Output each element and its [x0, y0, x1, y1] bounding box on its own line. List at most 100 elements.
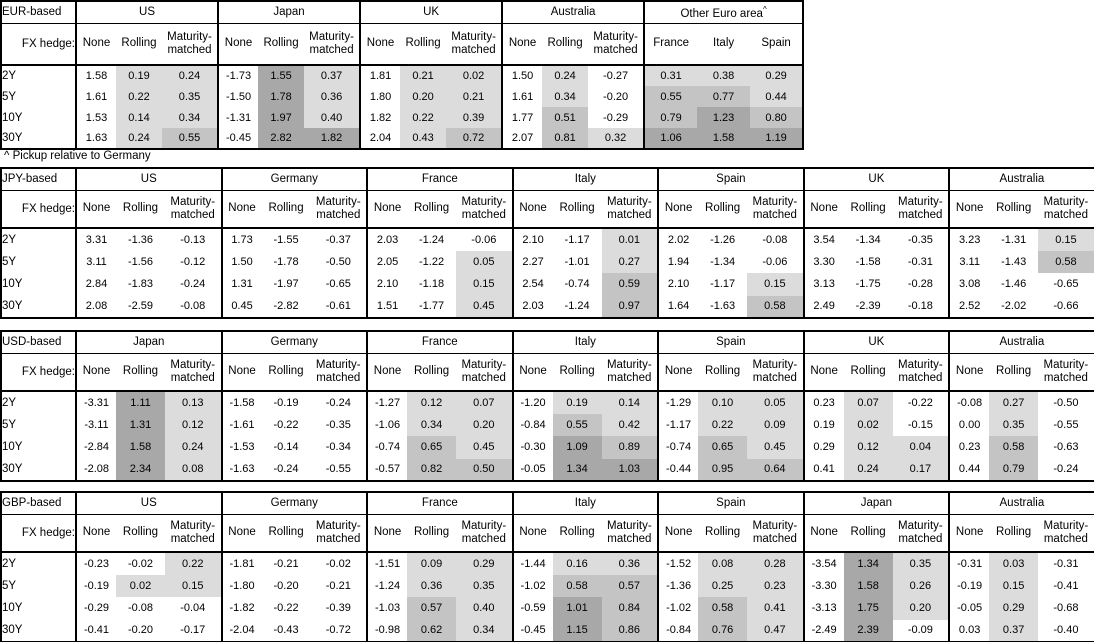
value-cell: -0.98 [366, 619, 408, 642]
value-cell: 0.45 [456, 436, 513, 459]
value-cell: -0.23 [75, 552, 116, 575]
value-cell: 1.23 [697, 107, 751, 128]
hedge-col-header: Rolling [400, 23, 447, 66]
hedge-col-header: Rolling [407, 190, 457, 229]
value-cell: 0.35 [989, 413, 1039, 436]
value-cell: -1.50 [217, 86, 259, 107]
value-cell: -1.52 [657, 552, 699, 575]
value-cell: -0.21 [310, 574, 368, 597]
value-cell: 0.04 [892, 436, 950, 459]
value-cell: -0.84 [657, 619, 699, 642]
value-cell: 2.04 [359, 128, 401, 149]
country-header: Australia [948, 492, 1094, 515]
value-cell: -0.20 [261, 574, 311, 597]
country-header: Germany [220, 331, 368, 354]
value-cell: -0.24 [1038, 458, 1094, 481]
value-cell: 1.80 [359, 86, 401, 107]
value-cell: 2.02 [657, 228, 699, 251]
hedge-col-header: Rolling [542, 23, 589, 66]
value-cell: 1.58 [843, 574, 893, 597]
value-cell: -1.26 [698, 228, 748, 251]
value-cell: -1.78 [261, 250, 311, 273]
value-cell: -0.50 [1038, 391, 1094, 414]
value-cell: 0.17 [892, 458, 950, 481]
value-cell: -1.77 [407, 295, 457, 318]
hedge-col-header: Maturity-matched [456, 514, 513, 553]
value-cell: 2.07 [501, 128, 543, 149]
value-cell: 3.54 [802, 228, 844, 251]
value-cell: 0.55 [552, 413, 602, 436]
country-header: US [74, 1, 219, 24]
hedge-col-header: Maturity-matched [892, 190, 950, 229]
tenor-label: 5Y [1, 250, 77, 273]
value-cell: 0.64 [747, 458, 804, 481]
value-cell: 0.80 [750, 107, 804, 128]
value-cell: 1.58 [697, 128, 751, 149]
value-cell: 0.45 [220, 295, 262, 318]
value-cell: 0.23 [747, 574, 804, 597]
country-header: France [366, 331, 513, 354]
value-cell: 0.21 [446, 86, 503, 107]
hedge-col-header: Rolling [116, 23, 162, 66]
value-cell: 2.54 [511, 273, 553, 296]
value-cell: -1.43 [989, 250, 1039, 273]
value-cell: 0.58 [747, 295, 804, 318]
tenor-label: 5Y [1, 413, 77, 436]
value-cell: 0.28 [747, 552, 804, 575]
value-cell: -0.39 [310, 597, 368, 620]
value-cell: 0.01 [601, 228, 659, 251]
country-header: UK [359, 1, 503, 24]
value-cell: 0.34 [456, 619, 513, 642]
value-cell: 0.77 [697, 86, 751, 107]
value-cell: -0.20 [588, 86, 645, 107]
value-cell: 0.03 [948, 619, 990, 642]
value-cell: 0.44 [948, 458, 990, 481]
country-header: Japan [217, 1, 361, 24]
hedge-col-header: Rolling [407, 514, 457, 553]
value-cell: -1.82 [220, 597, 262, 620]
value-cell: -0.29 [75, 597, 116, 620]
value-cell: -1.63 [698, 295, 748, 318]
value-cell: 0.29 [456, 552, 513, 575]
value-cell: 1.73 [220, 228, 262, 251]
country-header: Japan [802, 492, 950, 515]
value-cell: -0.05 [948, 597, 990, 620]
value-cell: -0.30 [511, 436, 553, 459]
value-cell: -0.06 [456, 228, 513, 251]
hedge-col-header: Rolling [261, 190, 311, 229]
hedge-col-header: None [657, 190, 699, 229]
hedge-col-header: Maturity-matched [747, 190, 804, 229]
value-cell: 0.58 [989, 436, 1039, 459]
hedge-col-header: Maturity-matched [1038, 190, 1094, 229]
value-cell: 0.45 [456, 295, 513, 318]
value-cell: -0.57 [366, 458, 408, 481]
value-cell: 0.59 [601, 273, 659, 296]
tenor-label: 10Y [1, 107, 77, 128]
value-cell: 0.37 [989, 619, 1039, 642]
value-cell: -1.01 [552, 250, 602, 273]
value-cell: -3.13 [802, 597, 844, 620]
value-cell: -0.65 [1038, 273, 1094, 296]
value-cell: 0.12 [843, 436, 893, 459]
value-cell: 2.08 [75, 295, 116, 318]
value-cell: -0.15 [892, 413, 950, 436]
hedge-col-header: Rolling [989, 190, 1039, 229]
value-cell: 1.34 [552, 458, 602, 481]
value-cell: -1.46 [989, 273, 1039, 296]
value-cell: 1.82 [304, 128, 361, 149]
value-cell: -2.84 [75, 436, 116, 459]
country-header: France [366, 168, 513, 191]
value-cell: 1.55 [258, 65, 305, 86]
value-cell: 1.61 [75, 86, 116, 107]
value-cell: 0.58 [698, 597, 748, 620]
value-cell: 2.03 [511, 295, 553, 318]
country-header: Australia [501, 1, 645, 24]
value-cell: -1.22 [407, 250, 457, 273]
hedge-col-header: Maturity-matched [165, 353, 222, 392]
hedge-col-header: Maturity-matched [601, 190, 659, 229]
value-cell: 0.05 [456, 250, 513, 273]
value-cell: 2.05 [366, 250, 408, 273]
value-cell: 0.36 [407, 574, 457, 597]
hedge-col-header: None [220, 190, 262, 229]
